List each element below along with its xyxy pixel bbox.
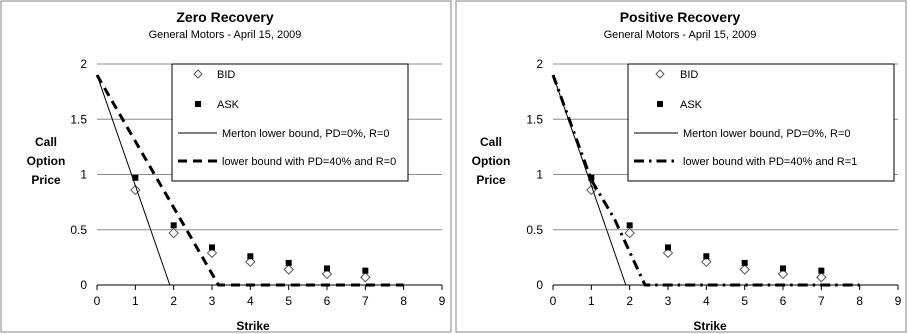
x-tick-label: 3: [665, 294, 672, 308]
ask-point: [780, 265, 786, 272]
legend-ask-marker: [195, 101, 201, 107]
legend-merton-label: Merton lower bound, PD=0%, R=0: [222, 128, 390, 140]
x-tick-label: 7: [818, 294, 825, 308]
x-tick-label: 7: [362, 294, 369, 308]
legend: BID ASK Merton lower bound, PD=0%, R=0 l…: [171, 63, 409, 182]
bid-point: [739, 264, 750, 275]
bid-point: [283, 264, 294, 275]
y-tick-label: 1: [80, 168, 87, 182]
y-tick-label: 0.5: [70, 223, 87, 237]
x-tick-label: 2: [170, 294, 177, 308]
x-tick-labels: 0 1 2 3 4 5 6 7 8 9: [94, 294, 446, 308]
x-tick-label: 0: [94, 294, 101, 308]
y-tick-label: 2: [536, 57, 543, 71]
legend-bid-label: BID: [217, 69, 235, 81]
legend-merton-label: Merton lower bound, PD=0%, R=0: [683, 128, 851, 140]
y-axis-label-line: Option: [27, 154, 66, 168]
ask-point: [170, 222, 177, 229]
legend-bid-marker: [655, 69, 665, 79]
chart-title: Positive Recovery: [620, 9, 741, 25]
x-tick-label: 4: [247, 294, 254, 308]
y-tick-label: 1.5: [526, 112, 543, 126]
x-tick-label: 6: [324, 294, 331, 308]
positive-recovery-chart: Positive Recovery General Motors - April…: [455, 0, 907, 333]
y-axis-label-line: Call: [480, 135, 502, 149]
ask-point: [324, 265, 330, 272]
y-tick-label: 1: [536, 168, 543, 182]
ask-point: [247, 253, 254, 260]
bid-point: [662, 247, 674, 259]
lower-bound-line: [95, 74, 404, 287]
y-tick-label: 0: [536, 278, 543, 292]
chart-title: Zero Recovery: [176, 9, 273, 25]
ask-point: [626, 222, 633, 229]
bid-point: [816, 272, 827, 283]
bid-point: [321, 268, 333, 280]
y-tick-label: 0: [80, 278, 87, 292]
bid-point: [245, 256, 256, 268]
legend-bound-label: lower bound with PD=40% and R=0: [222, 156, 396, 168]
chart-subtitle: General Motors - April 15, 2009: [604, 29, 757, 41]
x-tick-label: 9: [439, 294, 446, 308]
bid-point: [777, 268, 789, 280]
plot-area: [95, 74, 404, 287]
y-axis-label-line: Option: [472, 154, 511, 168]
legend-bid-label: BID: [680, 69, 698, 81]
ask-point: [741, 259, 748, 266]
y-tick-labels: 0 0.5 1 1.5 2: [526, 57, 543, 292]
ask-point: [209, 244, 215, 251]
ask-point: [818, 267, 825, 274]
x-tick-label: 1: [132, 294, 139, 308]
y-tick-label: 1.5: [70, 112, 87, 126]
bid-point: [168, 227, 179, 239]
bid-point: [701, 256, 712, 268]
y-tick-label: 2: [80, 57, 87, 71]
y-axis-label-line: Price: [476, 173, 506, 187]
x-tick-label: 4: [703, 294, 710, 308]
x-tick-label: 5: [285, 294, 292, 308]
legend-ask-marker: [657, 101, 663, 107]
ask-point: [665, 244, 671, 251]
legend-ask-label: ASK: [217, 99, 240, 111]
x-axis-label: Strike: [236, 319, 270, 333]
ask-point: [132, 174, 139, 181]
x-tick-label: 3: [209, 294, 216, 308]
legend: BID ASK Merton lower bound, PD=0%, R=0 l…: [627, 63, 895, 182]
x-tick-label: 8: [856, 294, 863, 308]
x-tick-label: 8: [400, 294, 407, 308]
bid-point: [206, 247, 218, 259]
x-tick-label: 5: [741, 294, 748, 308]
legend-ask-label: ASK: [680, 99, 703, 111]
bid-point: [624, 227, 635, 239]
ask-point: [362, 267, 369, 274]
y-axis-label-line: Price: [31, 173, 61, 187]
x-tick-label: 6: [780, 294, 787, 308]
y-axis-label: Call Option Price: [472, 135, 511, 187]
legend-bid-marker: [193, 69, 203, 79]
plot-area: [551, 74, 860, 287]
chart-subtitle: General Motors - April 15, 2009: [149, 29, 302, 41]
y-axis-label: Call Option Price: [27, 135, 66, 187]
lower-bound-line: [551, 74, 860, 287]
y-tick-labels: 0 0.5 1 1.5 2: [70, 57, 87, 292]
ask-point: [703, 253, 710, 260]
x-tick-label: 0: [550, 294, 557, 308]
x-tick-label: 9: [895, 294, 902, 308]
y-axis-label-line: Call: [35, 135, 57, 149]
y-tick-label: 0.5: [526, 223, 543, 237]
ask-point: [588, 174, 595, 181]
x-tick-label: 1: [588, 294, 595, 308]
x-axis-label: Strike: [693, 319, 727, 333]
x-tick-labels: 0 1 2 3 4 5 6 7 8 9: [550, 294, 902, 308]
x-tick-label: 2: [626, 294, 633, 308]
legend-bound-label: lower bound with PD=40% and R=1: [683, 156, 857, 168]
zero-recovery-chart: Zero Recovery General Motors - April 15,…: [0, 0, 452, 333]
ask-point: [285, 259, 292, 266]
bid-point: [360, 272, 371, 283]
